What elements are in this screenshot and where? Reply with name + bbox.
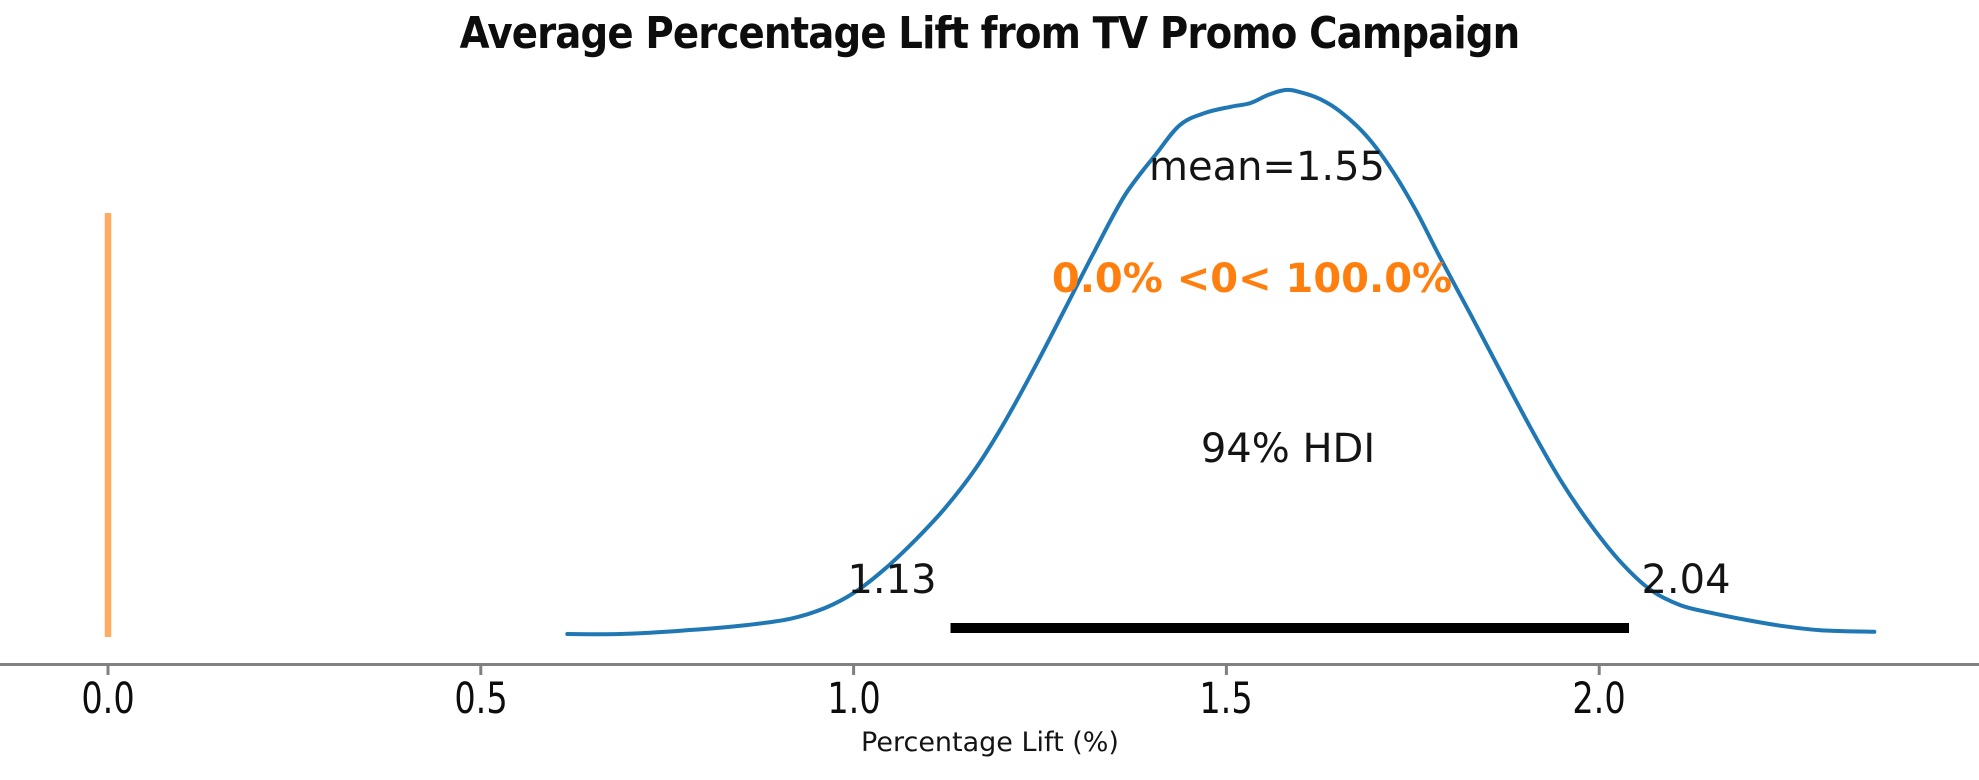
x-tick-label-1.5: 1.5 <box>1199 674 1254 724</box>
hdi-lower-value: 1.13 <box>847 557 937 603</box>
x-axis-ticks <box>106 664 1601 675</box>
x-tick-label-2.0: 2.0 <box>1572 674 1626 724</box>
plot-title: Average Percentage Lift from TV Promo Ca… <box>459 8 1521 59</box>
x-tick-label-0.0: 0.0 <box>81 674 135 724</box>
x-tick-label-1.0: 1.0 <box>826 674 881 724</box>
hdi-probability-label: 94% HDI <box>1200 426 1376 472</box>
x-axis-label: Percentage Lift (%) <box>861 727 1119 758</box>
hdi-upper-value: 2.04 <box>1641 557 1731 603</box>
x-tick-label-0.5: 0.5 <box>454 674 508 724</box>
mean-annotation: mean=1.55 <box>1148 144 1386 190</box>
kde-curve <box>565 87 1877 637</box>
ref-val-annotation: 0.0% <0< 100.0% <box>1051 256 1453 302</box>
